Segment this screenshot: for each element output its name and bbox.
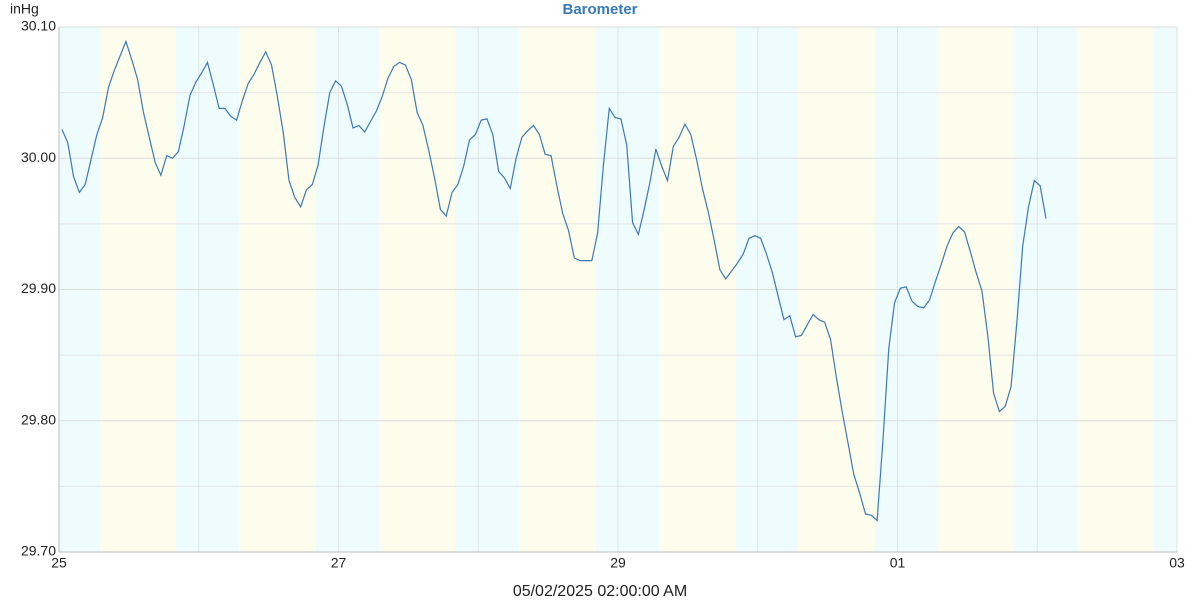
y-tick-label: 30.00 <box>21 149 56 165</box>
chart-title: Barometer <box>562 1 637 18</box>
data-line <box>61 39 1047 522</box>
y-unit: inHg <box>10 1 39 17</box>
y-tick-label: 29.90 <box>21 280 56 296</box>
y-tick-label: 29.70 <box>21 543 56 559</box>
x-tick-label: 01 <box>890 555 906 571</box>
x-tick-label: 27 <box>331 555 347 571</box>
y-tick-label: 29.80 <box>21 411 56 427</box>
x-tick-label: 03 <box>1169 555 1185 571</box>
x-label: 05/02/2025 02:00:00 AM <box>513 583 687 600</box>
x-tick-label: 29 <box>610 555 626 571</box>
y-tick-label: 30.10 <box>21 18 56 34</box>
x-tick-label: 25 <box>51 555 67 571</box>
